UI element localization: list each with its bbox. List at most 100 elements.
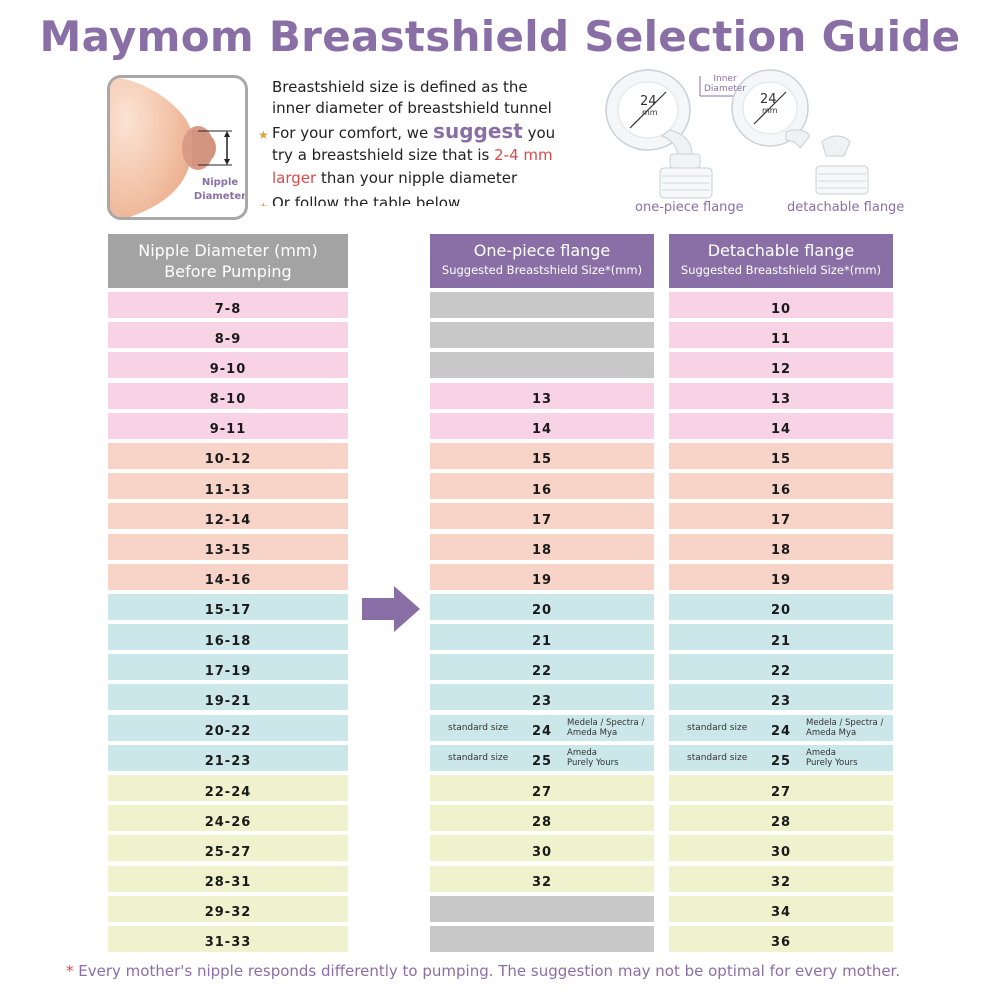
detachable-row-value: 28 bbox=[770, 814, 792, 830]
brand-line: Medela / Spectra / bbox=[567, 717, 645, 728]
nipple-row-value: 13-15 bbox=[204, 543, 252, 558]
intro-line-6: Or follow the table below bbox=[272, 194, 461, 206]
detachable-row-value: 16 bbox=[770, 482, 792, 498]
nipple-row: 9-10 bbox=[108, 352, 348, 379]
detachable-row-value: 13 bbox=[770, 392, 792, 408]
nipple-row: 13-15 bbox=[108, 533, 348, 560]
detachable-row-value: 23 bbox=[770, 693, 792, 709]
unit-right: mm bbox=[762, 106, 778, 115]
one-piece-row: 32 bbox=[430, 865, 654, 892]
nipple-row: 22-24 bbox=[108, 775, 348, 801]
nipple-row: 17-19 bbox=[108, 654, 348, 681]
brand-line: Ameda Mya bbox=[806, 727, 857, 738]
nipple-row-value: 9-11 bbox=[209, 422, 247, 438]
intro-line-3a: For your comfort, we bbox=[272, 124, 434, 142]
star-icon: ★ bbox=[258, 196, 269, 206]
one-piece-row: 27 bbox=[430, 775, 654, 801]
one-piece-rows: 13 14 15 16 17 18 19 20 21 22 23 24 standard size Med… bbox=[430, 292, 654, 952]
page-title: Maymom Breastshield Selection Guide bbox=[39, 12, 961, 61]
one-piece-row bbox=[430, 292, 654, 318]
intro-larger-highlight: larger bbox=[272, 169, 317, 187]
nipple-diameter-column: Nipple Diameter (mm) Before Pumping 7-8 8… bbox=[108, 234, 348, 956]
nipple-row-value: 29-32 bbox=[204, 905, 252, 921]
detachable-row: 21 bbox=[669, 624, 893, 651]
intro-line-4a: try a breastshield size that is bbox=[272, 146, 495, 164]
one-piece-row: 25 standard size Ameda Purely Yours bbox=[430, 744, 654, 771]
size-right: 24 bbox=[760, 92, 777, 107]
suggest-emphasis: suggest bbox=[433, 119, 523, 143]
nipple-row-value: 11-13 bbox=[204, 482, 252, 498]
compatible-brands: Ameda Purely Yours bbox=[806, 748, 858, 768]
detachable-row-value: 32 bbox=[770, 875, 792, 891]
nipple-row-value: 10-12 bbox=[204, 452, 252, 468]
nipple-row-value: 7-8 bbox=[214, 301, 242, 317]
flange-illustration: Inner Diameter 24 mm 24 mm one-piece fla… bbox=[600, 62, 920, 222]
nipple-row-value: 25-27 bbox=[204, 844, 252, 860]
label-line-1: Nipple bbox=[201, 177, 239, 188]
intro-line-5: larger than your nipple diameter bbox=[272, 167, 517, 190]
detachable-row-value: 18 bbox=[770, 543, 792, 558]
detachable-row: 17 bbox=[669, 503, 893, 530]
nipple-row: 21-23 bbox=[108, 744, 348, 771]
one-piece-row: 28 bbox=[430, 805, 654, 832]
detachable-row-value: 27 bbox=[770, 784, 792, 800]
detachable-row-value: 15 bbox=[770, 452, 792, 468]
standard-size-label: standard size bbox=[448, 722, 509, 733]
detachable-row-value: 17 bbox=[770, 512, 792, 528]
one-piece-row: 24 standard size Medela / Spectra / Ameda M… bbox=[430, 714, 654, 741]
nipple-diagram-icon bbox=[110, 78, 232, 217]
inner-label-1: Inner bbox=[713, 74, 737, 84]
one-piece-row-value: 17 bbox=[531, 512, 553, 528]
one-piece-row-value: 22 bbox=[531, 663, 553, 679]
compatible-brands: Medela / Spectra / Ameda Mya bbox=[806, 718, 883, 738]
detachable-header-title: Detachable flange bbox=[707, 241, 855, 260]
detachable-row: 34 bbox=[669, 895, 893, 922]
nipple-row-value: 28-31 bbox=[204, 875, 252, 891]
nipple-rows: 7-8 8-9 9-10 8-10 9-11 10-12 11-13 12-14 13-15 14… bbox=[108, 292, 348, 952]
unit-left: mm bbox=[642, 108, 658, 117]
detachable-row-value: 10 bbox=[770, 301, 792, 317]
nipple-row: 8-9 bbox=[108, 322, 348, 349]
nipple-illustration: Nipple Diameter bbox=[107, 75, 248, 220]
footnote-asterisk: * bbox=[66, 962, 74, 980]
nipple-row: 10-12 bbox=[108, 442, 348, 469]
detachable-row-value: 24 bbox=[770, 724, 792, 740]
nipple-row-value: 24-26 bbox=[204, 814, 252, 830]
nipple-row: 9-11 bbox=[108, 412, 348, 439]
detachable-row-value: 11 bbox=[770, 331, 792, 347]
nipple-row: 12-14 bbox=[108, 503, 348, 530]
one-piece-row-value: 32 bbox=[531, 875, 553, 891]
detachable-row: 36 bbox=[669, 925, 893, 952]
size-left: 24 bbox=[640, 94, 657, 109]
nipple-row: 25-27 bbox=[108, 835, 348, 862]
compatible-brands: Medela / Spectra / Ameda Mya bbox=[567, 718, 644, 738]
inner-diameter-label: Inner Diameter bbox=[704, 74, 746, 94]
one-piece-row bbox=[430, 322, 654, 349]
one-piece-row: 19 bbox=[430, 563, 654, 590]
intro-line-4: try a breastshield size that is 2-4 mm bbox=[272, 144, 553, 167]
intro-range-highlight: 2-4 mm bbox=[494, 146, 553, 164]
caption-one-piece: one-piece flange bbox=[635, 200, 744, 215]
detachable-row: 19 bbox=[669, 563, 893, 590]
nipple-row: 7-8 bbox=[108, 292, 348, 318]
intro-line-3b: you bbox=[522, 124, 556, 142]
detachable-row-value: 25 bbox=[770, 754, 792, 770]
one-piece-row-value: 13 bbox=[531, 392, 553, 408]
detachable-row: 10 bbox=[669, 292, 893, 318]
one-piece-row-value: 23 bbox=[531, 693, 553, 709]
detachable-row: 24 standard size Medela / Spectra / Ameda M… bbox=[669, 714, 893, 741]
detachable-row: 12 bbox=[669, 352, 893, 379]
brand-line: Ameda Mya bbox=[567, 727, 618, 738]
detachable-row: 22 bbox=[669, 654, 893, 681]
standard-size-label: standard size bbox=[687, 752, 748, 763]
one-piece-row: 17 bbox=[430, 503, 654, 530]
nipple-row-value: 15-17 bbox=[204, 603, 252, 619]
one-piece-row: 18 bbox=[430, 533, 654, 560]
nipple-row-value: 9-10 bbox=[209, 361, 247, 377]
compatible-brands: Ameda Purely Yours bbox=[567, 748, 619, 768]
nipple-row-value: 19-21 bbox=[204, 693, 252, 709]
nipple-row: 29-32 bbox=[108, 895, 348, 922]
detachable-row: 15 bbox=[669, 442, 893, 469]
standard-size-label: standard size bbox=[687, 722, 748, 733]
nipple-row: 20-22 bbox=[108, 714, 348, 741]
